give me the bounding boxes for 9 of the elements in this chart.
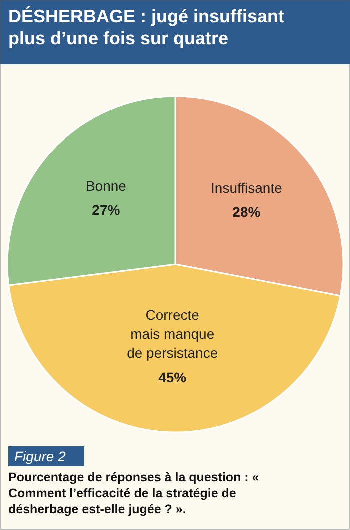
caption: Figure 2	[14, 448, 66, 464]
slice-label: Insuffisante	[211, 180, 283, 196]
data-label: 27%	[92, 202, 121, 218]
text: Pourcentage de réponses à la question : « Comment l’efficacité de la stratégie de désherbage est-elle jugée ? ».	[8, 470, 260, 517]
chart-title: DÉSHERBAGE : jugé insuffisant plus d’une fois sur quatre	[8, 6, 285, 48]
slice-label: Correcte mais manque de persistance	[127, 306, 218, 362]
data-label: 28%	[232, 204, 262, 220]
slice-label: Bonne	[86, 178, 127, 194]
data-label: 45%	[158, 369, 188, 386]
